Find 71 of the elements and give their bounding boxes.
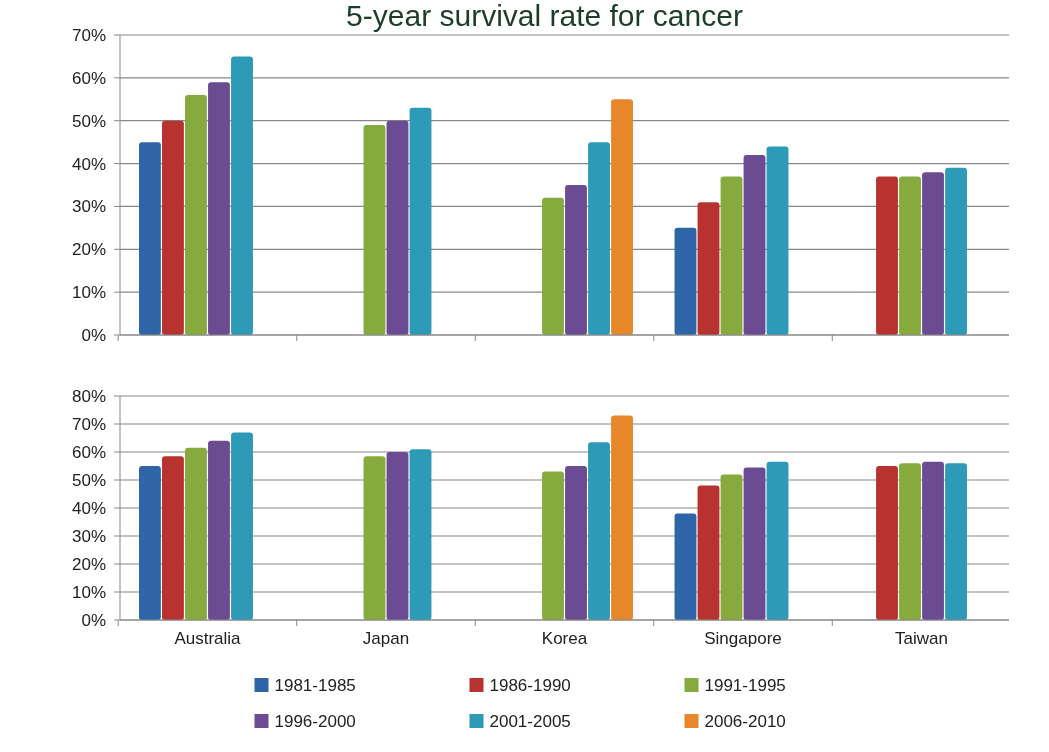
x-tick-label: Korea xyxy=(541,629,588,648)
legend-label: 2006-2010 xyxy=(704,711,786,731)
y-tick-label: 40% xyxy=(71,154,106,174)
bar xyxy=(611,99,633,335)
bar xyxy=(139,466,161,620)
y-tick-label: 20% xyxy=(71,554,106,574)
bar xyxy=(766,146,789,335)
bar xyxy=(208,82,230,335)
bar xyxy=(386,452,409,620)
y-tick-label: 0% xyxy=(81,610,106,630)
y-tick-label: 0% xyxy=(81,325,106,345)
bar xyxy=(565,466,587,620)
y-tick-label: 30% xyxy=(71,526,106,546)
bar xyxy=(208,440,230,620)
bar xyxy=(185,447,207,620)
bar xyxy=(922,172,944,335)
bar xyxy=(611,415,633,620)
bar xyxy=(922,461,944,620)
bar xyxy=(231,432,253,620)
bar xyxy=(766,461,789,620)
bar xyxy=(162,456,184,620)
bar xyxy=(697,202,720,335)
bar xyxy=(565,185,587,335)
bar xyxy=(697,485,720,620)
bar xyxy=(542,471,564,620)
y-tick-label: 60% xyxy=(71,68,106,88)
y-tick-label: 70% xyxy=(71,414,106,434)
bar xyxy=(386,120,409,335)
y-tick-label: 80% xyxy=(71,386,106,406)
bar xyxy=(139,142,161,335)
bar xyxy=(185,95,207,335)
bar xyxy=(409,449,432,620)
bar xyxy=(674,513,697,620)
chart-title: 5-year survival rate for cancer xyxy=(346,0,743,32)
bar xyxy=(409,107,432,335)
y-tick-label: 10% xyxy=(71,283,106,303)
x-tick-label: Singapore xyxy=(704,629,782,648)
bar xyxy=(899,463,921,620)
legend-label: 1991-1995 xyxy=(704,675,786,695)
bar xyxy=(876,466,898,620)
bar xyxy=(876,176,898,335)
bar xyxy=(363,125,386,335)
legend-label: 1986-1990 xyxy=(489,675,571,695)
bar xyxy=(363,456,386,620)
y-tick-label: 10% xyxy=(71,582,106,602)
legend-label: 1981-1985 xyxy=(274,675,356,695)
bar xyxy=(231,56,253,335)
y-tick-label: 70% xyxy=(71,25,106,45)
y-tick-label: 30% xyxy=(71,197,106,217)
bar xyxy=(542,197,564,335)
y-tick-label: 60% xyxy=(71,442,106,462)
y-tick-label: 40% xyxy=(71,498,106,518)
bar xyxy=(945,167,967,335)
legend-label: 1996-2000 xyxy=(274,711,356,731)
x-tick-label: Taiwan xyxy=(895,629,948,648)
y-tick-label: 20% xyxy=(71,240,106,260)
bar xyxy=(162,120,184,335)
bar xyxy=(588,442,610,620)
legend-label: 2001-2005 xyxy=(489,711,571,731)
bar xyxy=(720,474,743,620)
bar xyxy=(588,142,610,335)
bar xyxy=(743,155,766,335)
y-tick-label: 50% xyxy=(71,470,106,490)
y-tick-label: 50% xyxy=(71,111,106,131)
x-tick-label: Australia xyxy=(174,629,242,648)
bar xyxy=(743,467,766,620)
bar xyxy=(945,463,967,620)
bar xyxy=(899,176,921,335)
bar xyxy=(720,176,743,335)
bar xyxy=(674,227,697,335)
x-tick-label: Japan xyxy=(362,629,410,648)
